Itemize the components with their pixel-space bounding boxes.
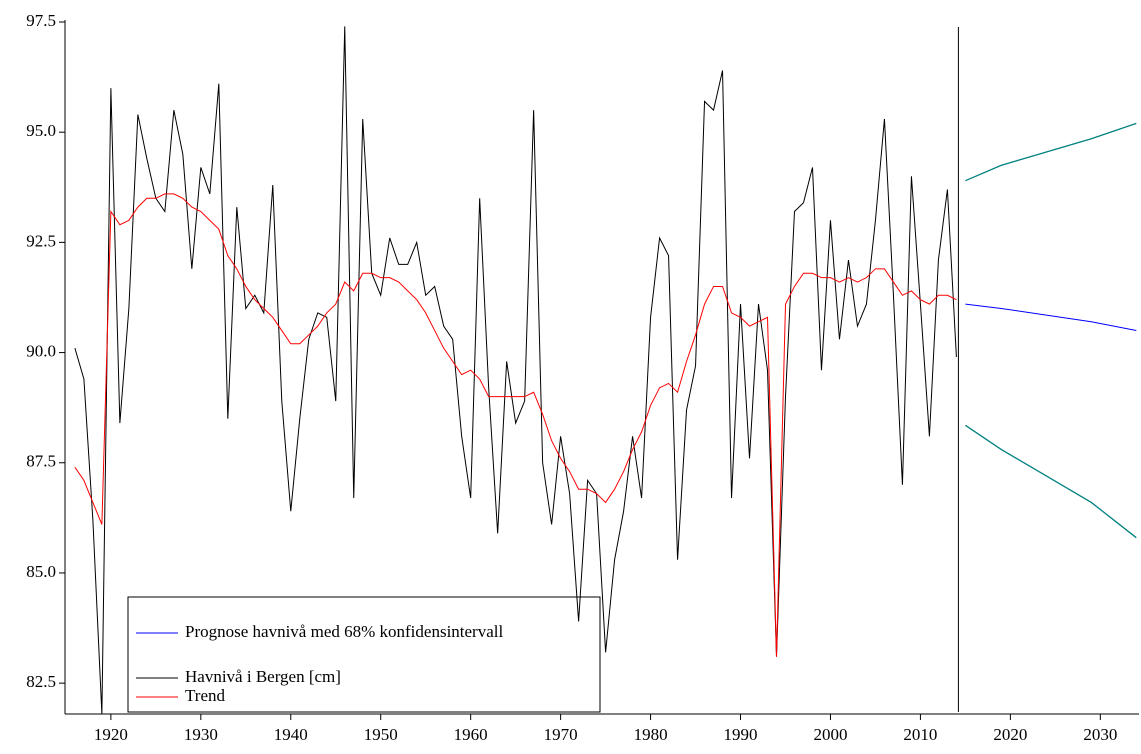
series-line	[74, 193, 957, 657]
legend	[127, 596, 601, 713]
x-tick-label: 1970	[544, 725, 578, 744]
x-tick-label: 1990	[724, 725, 758, 744]
y-tick-label: 95.0	[26, 121, 56, 140]
band-upper	[965, 122, 1137, 182]
x-tick-label: 1980	[634, 725, 668, 744]
x-tick-label: 1930	[184, 725, 218, 744]
x-tick-label: 2010	[903, 725, 937, 744]
x-tick-label: 1920	[94, 725, 128, 744]
x-tick-label: 2020	[993, 725, 1027, 744]
x-tick-label: 2000	[813, 725, 847, 744]
x-tick-label: 2030	[1083, 725, 1117, 744]
y-tick-label: 92.5	[26, 231, 56, 250]
y-tick-label: 82.5	[26, 672, 56, 691]
legend-label: Trend	[185, 686, 225, 705]
x-tick-label: 1950	[364, 725, 398, 744]
band-lower	[965, 424, 1137, 539]
y-tick-label: 87.5	[26, 452, 56, 471]
x-tick-label: 1940	[274, 725, 308, 744]
legend-label: Havnivå i Bergen [cm]	[185, 667, 341, 686]
y-tick-label: 97.5	[26, 11, 56, 30]
y-tick-label: 85.0	[26, 562, 56, 581]
y-tick-label: 90.0	[26, 341, 56, 360]
series-line	[965, 303, 1137, 332]
series-line	[74, 26, 957, 715]
x-tick-label: 1960	[454, 725, 488, 744]
legend-label: Prognose havnivå med 68% konfidensinterv…	[185, 622, 503, 641]
